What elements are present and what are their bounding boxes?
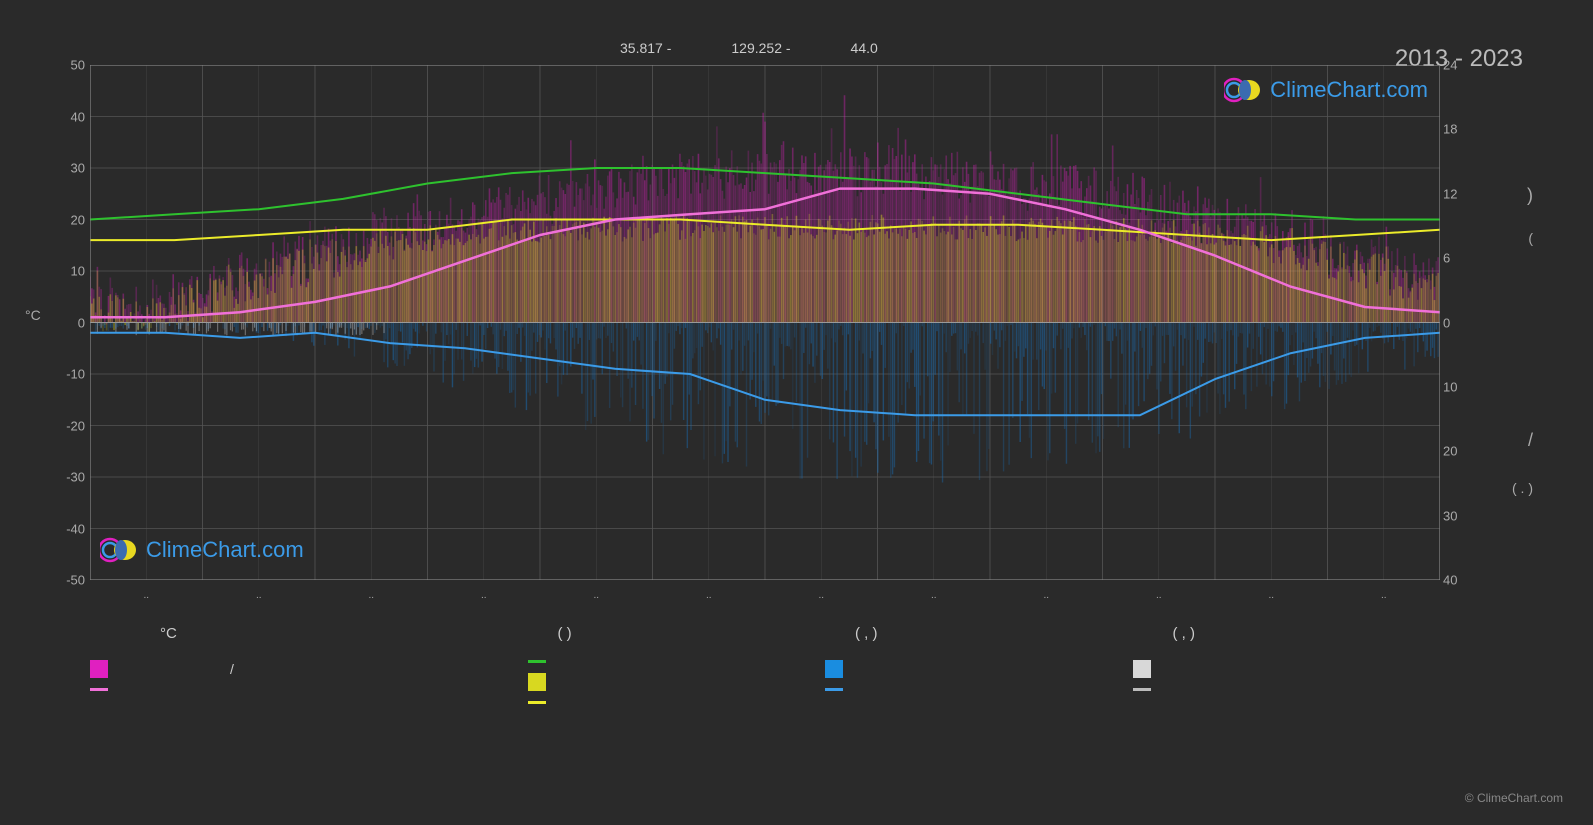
legend-header-2: ( )	[558, 625, 766, 642]
chart-svg	[90, 65, 1440, 580]
x-tick: ..	[481, 590, 487, 601]
x-tick: ..	[1268, 590, 1274, 601]
header-lon: 129.252 -	[731, 40, 790, 56]
legend-c2-line2	[528, 701, 766, 704]
x-tick: ..	[1156, 590, 1162, 601]
header-val: 44.0	[851, 40, 878, 56]
x-tick: ..	[593, 590, 599, 601]
y-axis-left: -50-40-30-20-1001020304050	[45, 65, 85, 580]
legend-c3-line	[825, 688, 1103, 691]
brand-logo-icon	[100, 535, 140, 565]
chart-header-info: 35.817 - 129.252 - 44.0	[620, 40, 878, 56]
x-tick: ..	[1043, 590, 1049, 601]
legend-header-1: °C	[160, 625, 428, 642]
legend: °C ( ) ( , ) ( , ) /	[90, 625, 1440, 712]
brand-logo-bottom: ClimeChart.com	[100, 535, 304, 565]
y-right-paren1: )	[1527, 185, 1533, 206]
brand-text: ClimeChart.com	[146, 537, 304, 563]
x-tick: ..	[931, 590, 937, 601]
chart-plot-area	[90, 65, 1440, 580]
legend-c1-box: /	[90, 660, 428, 678]
legend-c4-box	[1133, 660, 1441, 678]
y-right-slash: /	[1528, 430, 1533, 451]
header-lat: 35.817 -	[620, 40, 671, 56]
legend-c1-line	[90, 688, 428, 691]
y-right-paren2: ( . )	[1512, 480, 1533, 496]
legend-c3-box	[825, 660, 1103, 678]
legend-c2-line1	[528, 660, 766, 663]
legend-header-4: ( , )	[1173, 625, 1441, 642]
legend-c4-line	[1133, 688, 1441, 691]
y-axis-left-unit: °C	[25, 307, 41, 323]
y-right-paren1b: (	[1528, 230, 1533, 246]
brand-text: ClimeChart.com	[1270, 77, 1428, 103]
x-tick: ..	[706, 590, 712, 601]
y-axis-right: 0612182410203040	[1443, 65, 1483, 580]
legend-c2-box	[528, 673, 766, 691]
x-tick: ..	[143, 590, 149, 601]
x-tick: ..	[256, 590, 262, 601]
copyright: © ClimeChart.com	[1465, 791, 1563, 805]
brand-logo-icon	[1224, 75, 1264, 105]
x-tick: ..	[1381, 590, 1387, 601]
x-tick: ..	[818, 590, 824, 601]
legend-header-3: ( , )	[855, 625, 1103, 642]
brand-logo-top: ClimeChart.com	[1224, 75, 1428, 105]
x-tick: ..	[368, 590, 374, 601]
